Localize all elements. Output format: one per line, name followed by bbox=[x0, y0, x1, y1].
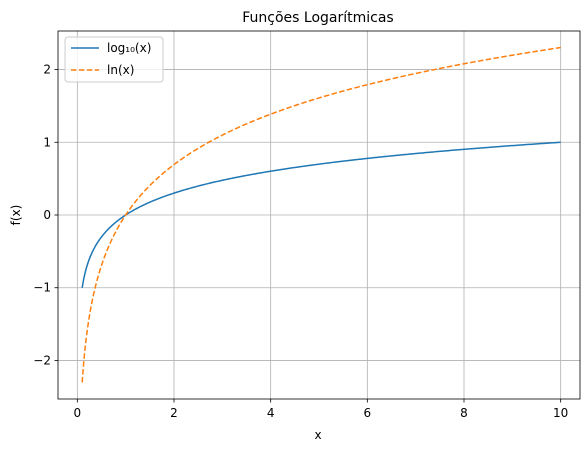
legend: log₁₀(x) ln(x) bbox=[64, 36, 164, 83]
series-line-log10 bbox=[81, 141, 561, 288]
x-tick-label: 2 bbox=[170, 406, 178, 420]
y-tick-label: 2 bbox=[43, 63, 51, 77]
legend-label-ln: ln(x) bbox=[107, 63, 134, 77]
grid-lines bbox=[58, 31, 580, 399]
plot-area bbox=[57, 30, 581, 400]
series-lines bbox=[81, 46, 561, 383]
y-tick-label: −2 bbox=[33, 353, 51, 367]
x-axis-ticks: 0 2 4 6 8 10 bbox=[74, 399, 568, 420]
y-axis-label: f(x) bbox=[9, 205, 23, 226]
y-tick-label: −1 bbox=[33, 281, 51, 295]
x-tick-label: 6 bbox=[364, 406, 372, 420]
x-tick-label: 8 bbox=[460, 406, 468, 420]
y-tick-label: 1 bbox=[43, 135, 51, 149]
chart-title: Funções Logarítmicas bbox=[242, 10, 393, 26]
legend-label-log10: log₁₀(x) bbox=[107, 41, 151, 55]
y-tick-label: 0 bbox=[43, 208, 51, 222]
y-axis-ticks: −2 −1 0 1 2 bbox=[33, 63, 58, 367]
x-tick-label: 0 bbox=[74, 406, 82, 420]
x-axis-label: x bbox=[314, 428, 321, 442]
series-line-ln bbox=[81, 46, 561, 383]
x-tick-label: 10 bbox=[553, 406, 568, 420]
x-tick-label: 4 bbox=[267, 406, 275, 420]
